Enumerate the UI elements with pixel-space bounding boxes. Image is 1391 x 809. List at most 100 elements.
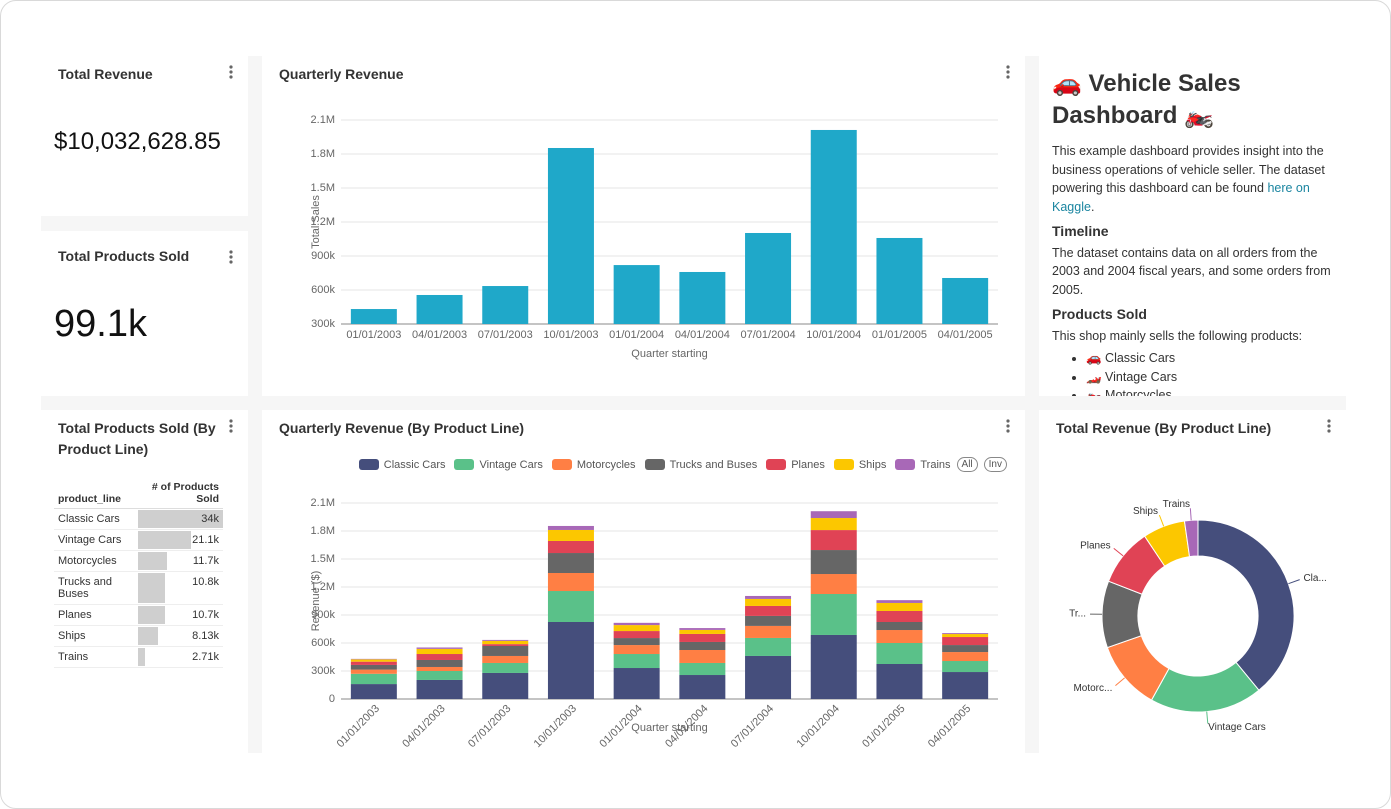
leader-line: [1189, 508, 1192, 521]
menu-icon[interactable]: [1005, 64, 1011, 80]
markdown-card: 🚗 Vehicle Sales Dashboard 🏍️ This exampl…: [1039, 56, 1346, 396]
menu-icon[interactable]: [228, 249, 234, 265]
x-tick-label: 04/01/2004: [675, 329, 730, 341]
leader-line: [1288, 579, 1300, 585]
table-row: Ships 8.13k: [54, 625, 223, 647]
legend-item[interactable]: Motorcycles: [551, 459, 636, 471]
table-row: Trucks and Buses 10.8k: [54, 571, 223, 605]
y-tick-label: 900k: [311, 609, 335, 621]
x-tick-label: 07/01/2004: [741, 329, 796, 341]
menu-icon[interactable]: [1326, 418, 1332, 434]
cell-bar: [138, 531, 191, 549]
list: 🚗 Classic Cars 🏎️ Vintage Cars 🏍️ Motorc…: [1052, 349, 1333, 396]
cell-value: 10.7k: [192, 609, 219, 621]
cell-bar: [138, 510, 223, 528]
legend-item[interactable]: Classic Cars: [358, 459, 445, 471]
cell-bar: [138, 606, 165, 624]
x-tick-label: 10/01/2004: [806, 329, 861, 341]
bar: [613, 265, 660, 324]
legend-swatch: [454, 459, 475, 470]
donut-slice: [1183, 519, 1199, 558]
bar-segment: [810, 518, 857, 531]
legend-item[interactable]: Trucks and Buses: [644, 459, 757, 471]
legend-item[interactable]: Planes: [766, 459, 825, 471]
legend-label: Ships: [858, 458, 887, 471]
bar-segment: [745, 595, 792, 599]
bar-segment: [745, 605, 792, 616]
legend-label: Planes: [791, 458, 825, 471]
bar-segment: [547, 591, 594, 622]
bar: [876, 237, 923, 324]
leader-line: [1115, 677, 1125, 686]
bar: [416, 294, 463, 324]
kpi-card: Total Revenue $10,032,628.85: [41, 56, 248, 216]
bar-segment: [679, 629, 726, 634]
bar-segment: [547, 553, 594, 573]
menu-icon[interactable]: [228, 418, 234, 434]
table-cell: Motorcycles: [54, 550, 138, 572]
column-header[interactable]: product_line: [54, 478, 138, 509]
slice-label: Motorc...: [1073, 683, 1112, 694]
legend-item[interactable]: Vintage Cars: [454, 458, 543, 471]
bar: [350, 309, 397, 324]
bar-segment: [679, 662, 726, 676]
table-cell: 34k: [138, 508, 223, 530]
bar-segment: [482, 655, 529, 663]
cell-bar: [138, 573, 165, 603]
bar-segment: [613, 668, 660, 699]
menu-icon[interactable]: [1005, 418, 1011, 434]
x-axis-label: Quarter starting: [631, 348, 707, 360]
legend-swatch: [895, 459, 916, 470]
bar-segment: [613, 631, 660, 639]
text: This example dashboard provides insight …: [1052, 144, 1325, 195]
table-cell: Trains: [54, 646, 138, 668]
legend-item[interactable]: Trains: [895, 459, 951, 471]
legend-swatch: [833, 459, 854, 470]
chart-title: Total Revenue (By Product Line): [1056, 420, 1272, 436]
x-tick-label: 01/01/2003: [335, 703, 382, 750]
chart-card: Quarterly Revenue (By Product Line) 0 300…: [262, 410, 1025, 753]
legend-button[interactable]: All: [956, 457, 978, 472]
menu-icon[interactable]: [228, 64, 234, 80]
chart-card: Quarterly Revenue 300k 600k 900k 1.2M 1.5M 1.…: [262, 56, 1025, 396]
column-header[interactable]: # of Products Sold: [138, 478, 223, 509]
bar-segment: [745, 598, 792, 606]
table-cell: Vintage Cars: [54, 529, 138, 551]
table-cell: 10.7k: [138, 604, 223, 626]
kpi-card: Total Products Sold 99.1k: [41, 231, 248, 396]
x-tick-label: 07/01/2003: [466, 703, 513, 750]
bar-segment: [547, 540, 594, 554]
leader-line: [1158, 514, 1165, 527]
bar-segment: [350, 661, 397, 665]
donut-chart: Cla... Vintage Cars Motorc... Tr... Planes Sh…: [1069, 499, 1327, 733]
table-cell: 11.7k: [138, 550, 223, 572]
y-tick-label: 1.5M: [311, 182, 335, 194]
x-tick-label: 04/01/2003: [400, 703, 447, 750]
bar-segment: [416, 647, 463, 649]
table-cell: Planes: [54, 604, 138, 626]
bar-segment: [416, 679, 463, 699]
list-item: 🏎️ Vintage Cars: [1086, 368, 1333, 387]
bar-segment: [613, 625, 660, 632]
bar-segment: [745, 655, 792, 699]
bar-segment: [810, 511, 857, 519]
table-cell: 21.1k: [138, 529, 223, 551]
table-cell: 10.8k: [138, 571, 223, 605]
bar-segment: [416, 671, 463, 680]
cell-bar: [138, 552, 168, 570]
link[interactable]: here on Kaggle: [1052, 181, 1310, 214]
slice-label: Ships: [1133, 506, 1158, 517]
y-tick-label: 300k: [311, 318, 335, 330]
y-tick-label: 2.1M: [311, 497, 335, 509]
legend-label: Vintage Cars: [479, 458, 543, 471]
heading: Timeline: [1052, 223, 1109, 239]
x-tick-label: 04/01/2005: [938, 329, 993, 341]
legend-item[interactable]: Ships: [833, 458, 887, 471]
y-tick-label: 600k: [311, 284, 335, 296]
bar-segment: [810, 594, 857, 635]
bar-segment: [547, 573, 594, 592]
legend-button[interactable]: Inv: [983, 457, 1007, 472]
